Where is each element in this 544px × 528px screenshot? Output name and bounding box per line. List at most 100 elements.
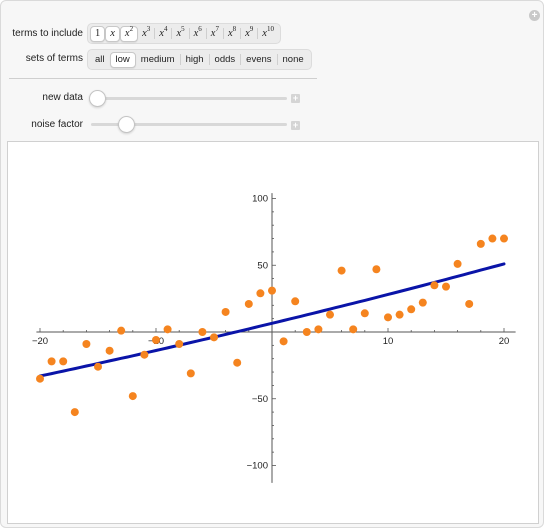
separator — [171, 28, 173, 39]
data-point — [175, 340, 184, 349]
data-point — [117, 326, 126, 335]
new-data-slider-thumb[interactable] — [89, 90, 106, 107]
separator — [179, 54, 181, 65]
term-button-x3[interactable]: x3 — [138, 26, 154, 41]
data-point — [210, 333, 218, 342]
x-tick-label: 20 — [499, 336, 510, 347]
y-tick-label: −50 — [252, 394, 268, 405]
data-point — [198, 328, 207, 336]
data-point — [337, 266, 346, 275]
data-point — [268, 286, 276, 295]
data-point — [430, 281, 439, 290]
y-tick-label: 50 — [257, 260, 268, 271]
data-point — [395, 310, 404, 319]
x-tick-label: −20 — [32, 336, 48, 347]
term-base: x — [124, 27, 130, 39]
separator — [240, 54, 242, 65]
term-button-x8[interactable]: x8 — [224, 26, 240, 41]
term-exponent: 8 — [232, 25, 237, 33]
data-point — [140, 350, 149, 359]
term-base: x — [110, 27, 115, 39]
set-button-evens[interactable]: evens — [246, 54, 272, 65]
data-point — [453, 259, 462, 268]
data-point — [59, 357, 68, 366]
term-exponent: 6 — [198, 25, 202, 33]
data-point — [70, 408, 79, 417]
new-data-label: new data — [42, 92, 83, 103]
data-point — [442, 282, 450, 291]
set-button-high[interactable]: high — [185, 54, 204, 65]
data-point — [186, 369, 195, 378]
data-point — [384, 313, 392, 322]
data-point — [152, 336, 160, 345]
data-point — [360, 309, 369, 318]
data-point — [105, 346, 114, 355]
term-exponent: 2 — [129, 24, 134, 33]
data-point — [244, 299, 253, 308]
term-button-x7[interactable]: x7 — [207, 26, 223, 41]
data-point — [476, 239, 485, 248]
term-exponent: 9 — [249, 25, 254, 33]
term-exponent: 4 — [163, 25, 168, 33]
y-tick-label: −100 — [247, 461, 268, 472]
term-base: x — [262, 28, 267, 39]
x-tick-label: 10 — [383, 336, 394, 347]
data-point — [47, 357, 56, 366]
separator — [222, 28, 224, 39]
data-point — [302, 328, 311, 336]
term-button-x4[interactable]: x4 — [155, 26, 171, 41]
data-point — [488, 234, 497, 243]
data-point — [500, 234, 508, 243]
noise-slider-thumb[interactable] — [117, 116, 135, 133]
set-button-medium[interactable]: medium — [140, 54, 175, 65]
term-exponent: 3 — [146, 25, 151, 33]
term-base: x — [227, 28, 233, 39]
term-base: x — [210, 28, 216, 39]
data-point — [407, 305, 416, 314]
term-button-x9[interactable]: x9 — [241, 26, 257, 41]
new-data-plus-icon[interactable]: + — [291, 93, 300, 103]
data-point — [221, 307, 230, 316]
term-base: x — [176, 28, 182, 39]
term-button-x2[interactable]: x2 — [119, 24, 139, 42]
data-point — [82, 340, 91, 349]
term-button-x10[interactable]: x10 — [258, 26, 278, 41]
noise-slider-track[interactable] — [91, 123, 287, 126]
set-button-none[interactable]: none — [282, 54, 304, 65]
data-point — [128, 392, 137, 401]
data-point — [349, 325, 358, 334]
term-button-1[interactable]: 1 — [90, 25, 106, 42]
set-button-all[interactable]: all — [95, 54, 105, 65]
data-point — [233, 358, 242, 367]
sets-label: sets of terms — [25, 53, 83, 64]
separator — [188, 28, 190, 39]
divider — [9, 78, 317, 79]
term-base: 1 — [95, 27, 101, 39]
separator — [154, 28, 156, 39]
term-button-x[interactable]: x — [105, 25, 120, 42]
term-exponent: 10 — [266, 25, 274, 33]
fit-curve — [38, 262, 506, 378]
data-point — [418, 298, 427, 307]
term-button-x6[interactable]: x6 — [190, 26, 206, 41]
term-exponent: 7 — [215, 25, 219, 33]
set-button-odds[interactable]: odds — [214, 54, 236, 65]
data-point — [36, 374, 44, 383]
data-point — [372, 265, 381, 274]
term-button-x5[interactable]: x5 — [172, 26, 188, 41]
reset-icon[interactable]: + — [529, 10, 540, 21]
new-data-slider-track[interactable] — [91, 97, 287, 100]
separator — [205, 28, 207, 39]
term-base: x — [142, 28, 147, 39]
separator — [276, 54, 278, 65]
separator — [257, 28, 259, 39]
separator — [240, 28, 242, 39]
noise-plus-icon[interactable]: + — [291, 120, 300, 130]
set-button-low[interactable]: low — [109, 51, 136, 68]
separator — [208, 54, 210, 65]
data-point — [314, 325, 323, 334]
data-point — [256, 289, 265, 298]
